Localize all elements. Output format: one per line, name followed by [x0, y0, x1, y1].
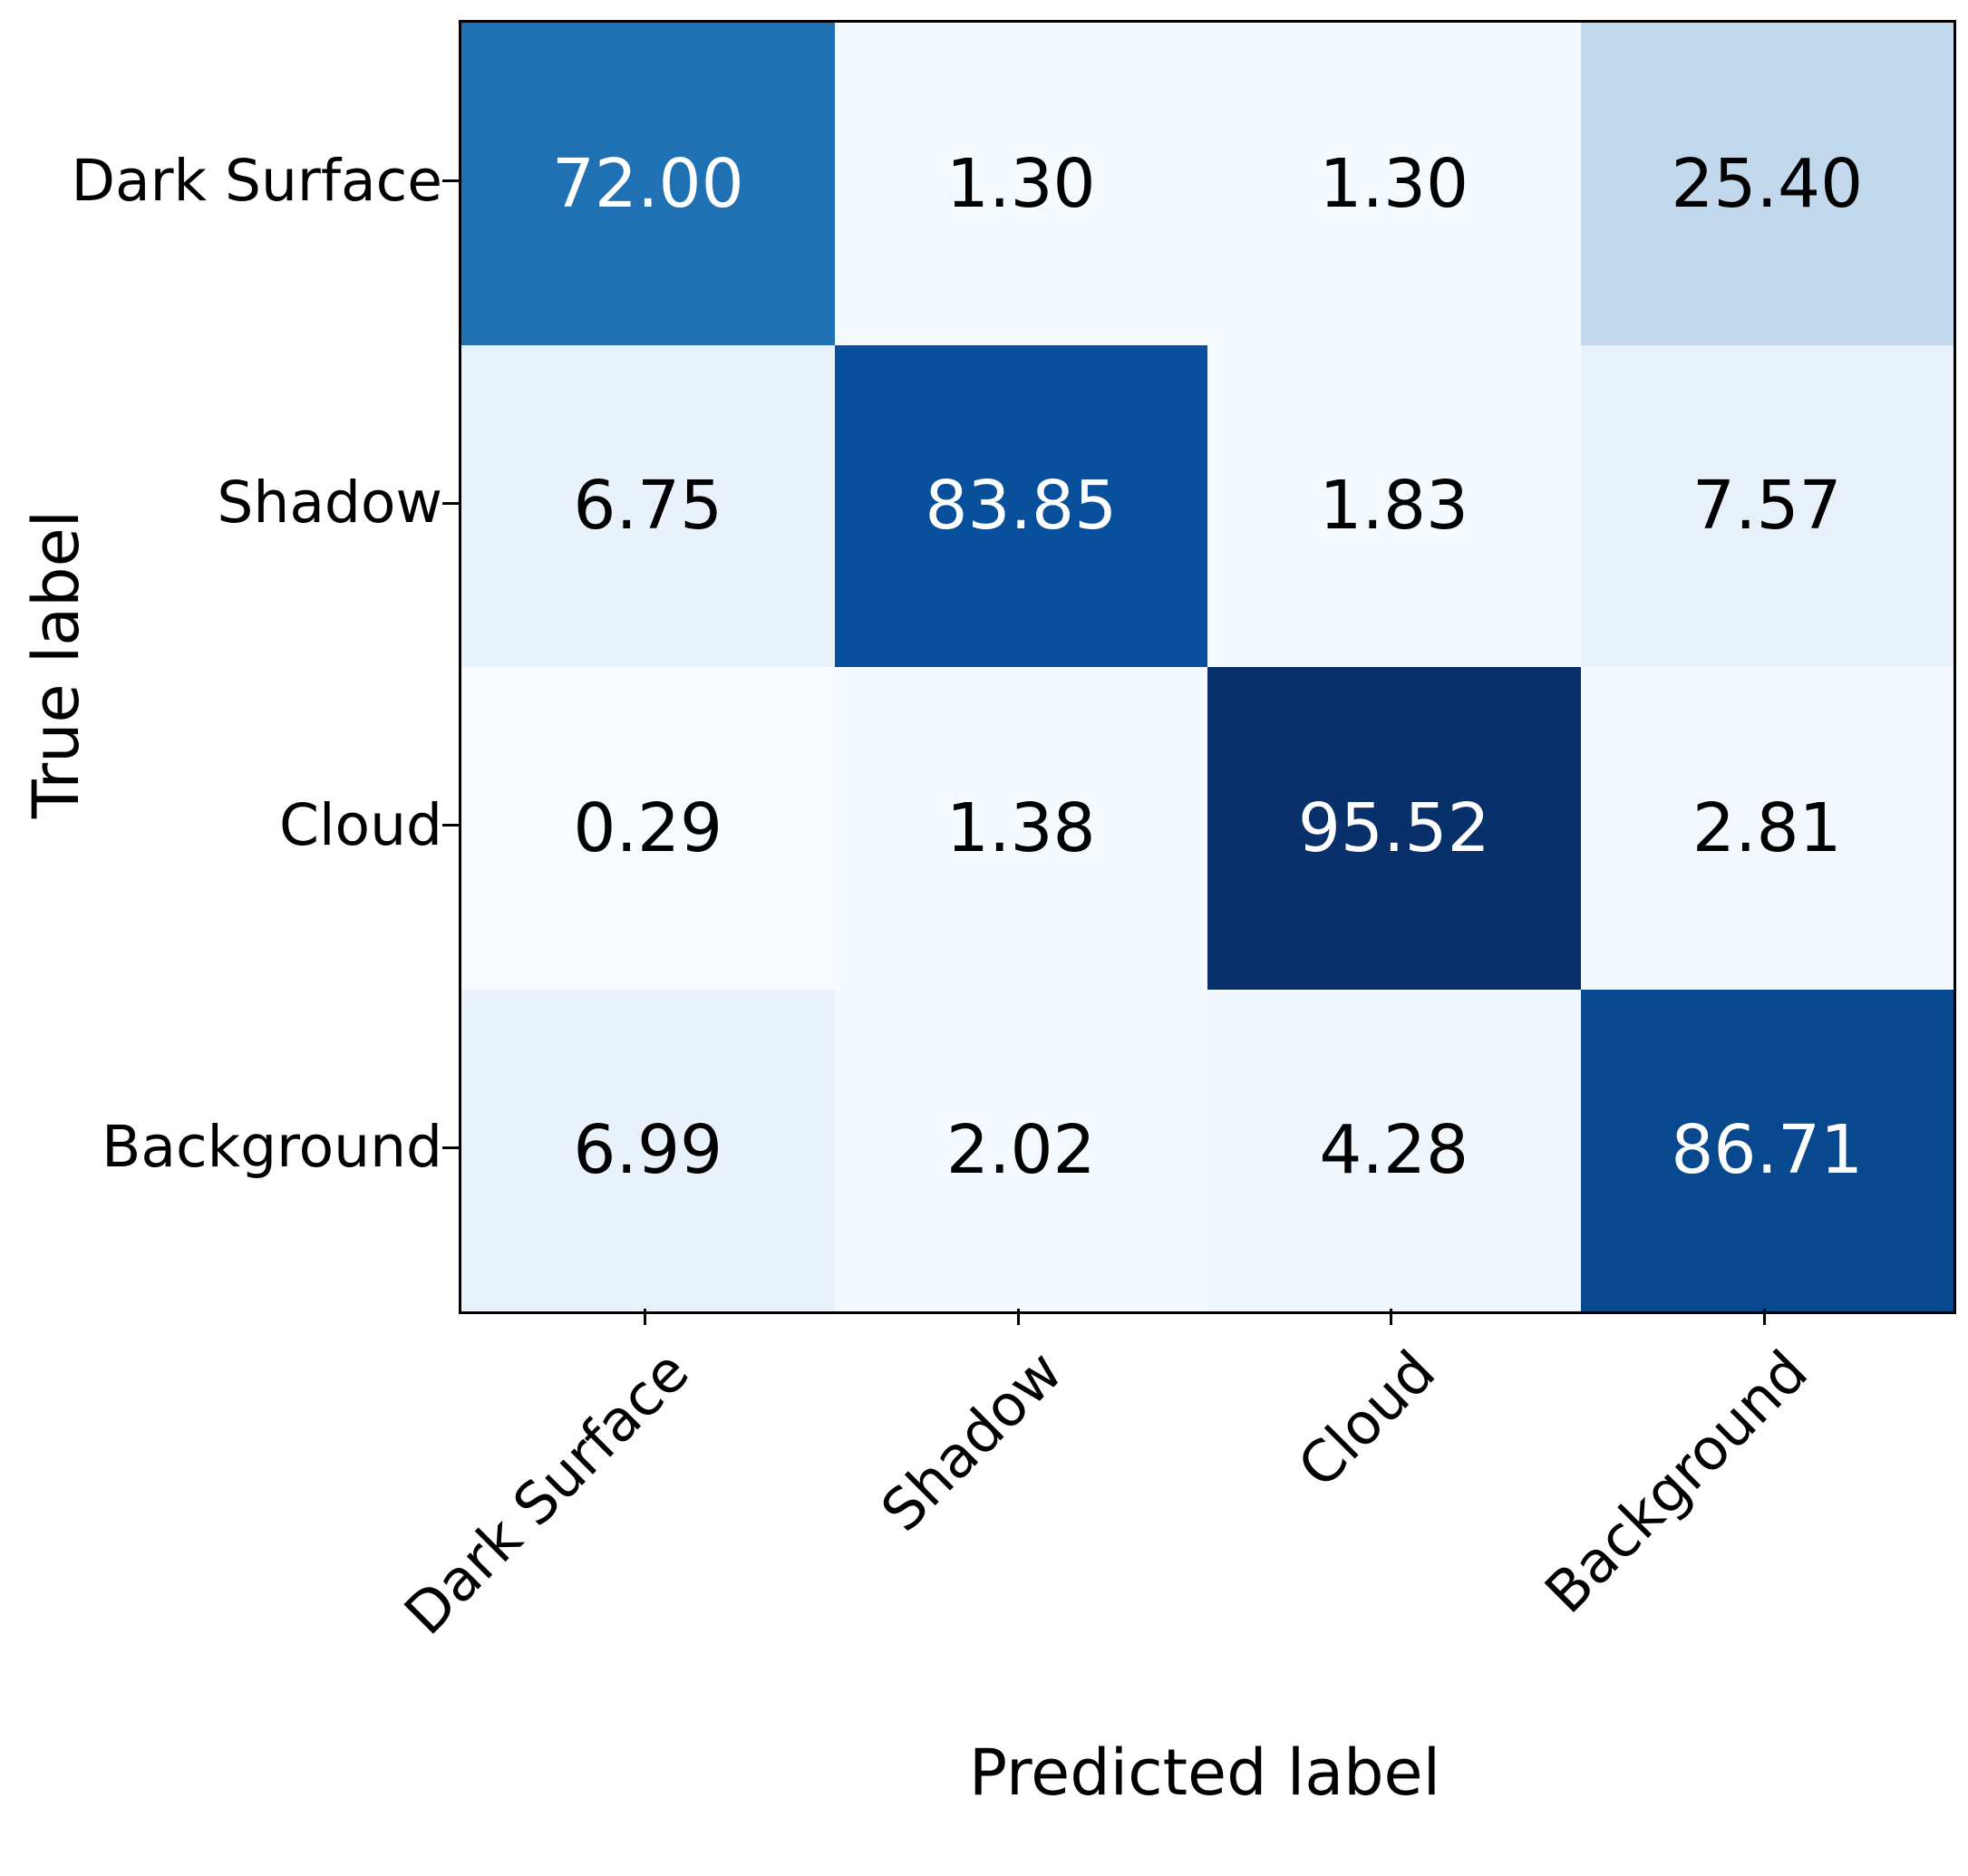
heatmap-cell: 7.57 — [1580, 344, 1953, 667]
heatmap-grid: 72.00 1.30 1.30 25.40 6.75 83.85 1.83 7.57 0.29 1… — [459, 20, 1956, 1314]
y-tick-mark — [442, 501, 459, 505]
heatmap-cell: 86.71 — [1580, 989, 1953, 1311]
heatmap-cell: 1.30 — [1207, 23, 1581, 345]
heatmap-cell: 95.52 — [1207, 667, 1581, 990]
x-axis-label: Predicted label — [968, 1736, 1441, 1810]
y-tick-label: Background — [102, 1114, 442, 1181]
heatmap-cell: 72.00 — [461, 23, 835, 345]
y-tick-label: Cloud — [279, 791, 442, 858]
heatmap-cell: 1.83 — [1207, 344, 1581, 667]
heatmap-cell: 2.02 — [834, 989, 1207, 1311]
y-tick-mark — [442, 824, 459, 827]
heatmap-cell: 6.99 — [461, 989, 835, 1311]
y-tick-mark — [442, 179, 459, 183]
heatmap-cell: 25.40 — [1580, 23, 1953, 345]
x-tick-label: Cloud — [1285, 1338, 1448, 1501]
heatmap-cell: 4.28 — [1207, 989, 1581, 1311]
heatmap-cell: 2.81 — [1580, 667, 1953, 990]
x-tick-mark — [644, 1309, 647, 1325]
y-tick-label: Shadow — [217, 469, 442, 537]
x-tick-mark — [1016, 1309, 1020, 1325]
y-axis-label: True label — [19, 509, 93, 819]
heatmap-cell: 83.85 — [834, 344, 1207, 667]
y-tick-mark — [442, 1146, 459, 1149]
x-tick-label: Background — [1533, 1338, 1821, 1626]
heatmap-cell: 1.30 — [834, 23, 1207, 345]
heatmap-cell: 1.38 — [834, 667, 1207, 990]
x-tick-label: Dark Surface — [392, 1338, 702, 1648]
x-tick-mark — [1762, 1309, 1766, 1325]
y-tick-label: Dark Surface — [71, 147, 442, 214]
heatmap-cell: 6.75 — [461, 344, 835, 667]
x-tick-label: Shadow — [868, 1338, 1075, 1544]
x-tick-mark — [1390, 1309, 1393, 1325]
heatmap-cell: 0.29 — [461, 667, 835, 990]
